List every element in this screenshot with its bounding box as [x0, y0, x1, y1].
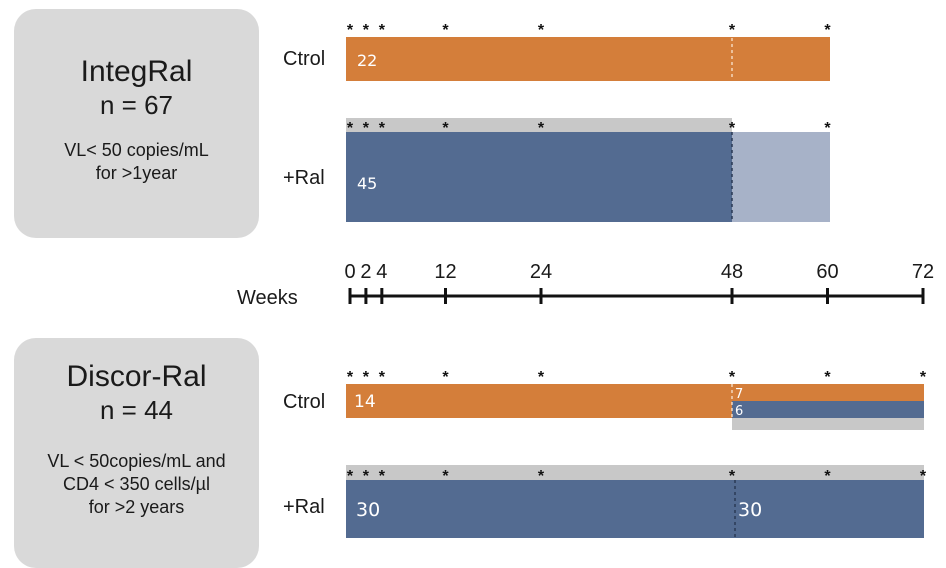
- discor-control-count-continued: 7: [735, 387, 743, 402]
- integral-ral-arm-label: +Ral: [283, 167, 325, 189]
- integral-ral-visit-marker-week-2: *: [363, 120, 370, 137]
- integral-control-visit-marker-week-2: *: [363, 22, 370, 39]
- integral-study-box: IntegRal n = 67 VL< 50 copies/mL for >1y…: [14, 9, 259, 238]
- discor-ral-visit-marker-week-24: *: [538, 468, 545, 485]
- discor-control-visit-marker-week-60: *: [824, 369, 831, 386]
- integral-control-visit-marker-week-4: *: [379, 22, 386, 39]
- integral-n: n = 67: [99, 90, 173, 120]
- integral-title: IntegRal: [80, 55, 193, 88]
- integral-control-bar: [346, 37, 830, 81]
- week-tick-label-60: 60: [816, 261, 838, 283]
- week-tick-label-72: 72: [912, 261, 934, 283]
- discor-ral-n: n = 44: [99, 395, 173, 425]
- discor-ral-visit-marker-week-72: *: [920, 468, 927, 485]
- discor-ral-arm-label: +Ral: [283, 496, 325, 518]
- discor-ral-criteria-line-1: VL < 50copies/mL and: [47, 451, 226, 471]
- discor-control-visit-marker-week-2: *: [363, 369, 370, 386]
- discor-control-bar: [346, 384, 924, 401]
- discor-ral-visit-marker-week-4: *: [379, 468, 386, 485]
- integral-control-count: 22: [357, 51, 377, 70]
- integral-ral-extension-bar: [732, 132, 830, 222]
- discor-ral-visit-marker-week-60: *: [824, 468, 831, 485]
- week-tick-label-2: 2: [360, 261, 371, 283]
- integral-criteria-line-2: for >1year: [95, 163, 178, 183]
- integral-ral-visit-marker-week-48: *: [729, 120, 736, 137]
- discor-control-visit-markers: * * * * * * * *: [347, 369, 927, 386]
- discor-ral-criteria-line-3: for >2 years: [88, 497, 185, 517]
- discor-control-grey-band: [732, 418, 924, 430]
- integral-control-arm-label: Ctrol: [283, 48, 326, 70]
- integral-ral-visit-marker-week-12: *: [442, 120, 449, 137]
- discor-ral-visit-marker-week-0: *: [347, 468, 354, 485]
- integral-ral-visit-marker-week-0: *: [347, 120, 354, 137]
- integral-control-visit-markers: * * * * * * *: [347, 22, 832, 39]
- week-tick-label-0: 0: [344, 261, 355, 283]
- week-tick-label-12: 12: [434, 261, 456, 283]
- discor-ral-visit-marker-week-48: *: [729, 468, 736, 485]
- week-tick-label-4: 4: [376, 261, 387, 283]
- discor-ral-title: Discor-Ral: [66, 360, 207, 393]
- discor-control-visit-marker-week-48: *: [729, 369, 736, 386]
- integral-control-visit-marker-week-60: *: [824, 22, 831, 39]
- discor-control-visit-marker-week-0: *: [347, 369, 354, 386]
- discor-control-visit-marker-week-12: *: [442, 369, 449, 386]
- discor-ral-study-box: Discor-Ral n = 44 VL < 50copies/mL and C…: [14, 338, 259, 568]
- integral-control-visit-marker-week-12: *: [442, 22, 449, 39]
- discor-control-arm-label: Ctrol: [283, 391, 326, 413]
- discor-control-switch-bar: [732, 401, 924, 418]
- discor-control-count: 14: [354, 392, 376, 412]
- integral-ral-visit-marker-week-24: *: [538, 120, 545, 137]
- integral-criteria-line-1: VL< 50 copies/mL: [64, 140, 209, 160]
- discor-control-visit-marker-week-24: *: [538, 369, 545, 386]
- integral-control-visit-marker-week-24: *: [538, 22, 545, 39]
- weeks-axis-label: Weeks: [237, 287, 298, 309]
- discor-control-bar-lower: [346, 401, 732, 418]
- integral-ral-bar: [346, 132, 732, 222]
- discor-control-visit-marker-week-72: *: [920, 369, 927, 386]
- week-tick-label-48: 48: [721, 261, 743, 283]
- weeks-axis-ticks: [348, 288, 925, 304]
- discor-ral-visit-markers: * * * * * * * *: [347, 468, 927, 485]
- discor-control-visit-marker-week-4: *: [379, 369, 386, 386]
- discor-ral-criteria: VL < 50copies/mL and CD4 < 350 cells/µl …: [14, 450, 259, 519]
- integral-ral-visit-marker-week-60: *: [824, 120, 831, 137]
- discor-ral-grey-band: [346, 465, 924, 480]
- integral-ral-grey-band: [346, 118, 732, 132]
- week-tick-label-24: 24: [530, 261, 552, 283]
- discor-ral-count-after-week48: 30: [738, 499, 762, 521]
- integral-control-visit-marker-week-48: *: [729, 22, 736, 39]
- integral-ral-count: 45: [357, 174, 377, 193]
- discor-ral-count: 30: [356, 499, 380, 521]
- discor-ral-visit-marker-week-12: *: [442, 468, 449, 485]
- integral-criteria: VL< 50 copies/mL for >1year: [14, 139, 259, 185]
- integral-ral-visit-markers: * * * * * * *: [347, 120, 832, 137]
- discor-control-count-switched: 6: [735, 404, 743, 419]
- integral-control-visit-marker-week-0: *: [347, 22, 354, 39]
- discor-ral-bar: [346, 480, 924, 538]
- weeks-axis-tick-labels: 0 2 4 12 24 48 60 72: [344, 261, 934, 283]
- discor-ral-criteria-line-2: CD4 < 350 cells/µl: [63, 474, 210, 494]
- discor-ral-visit-marker-week-2: *: [363, 468, 370, 485]
- integral-ral-visit-marker-week-4: *: [379, 120, 386, 137]
